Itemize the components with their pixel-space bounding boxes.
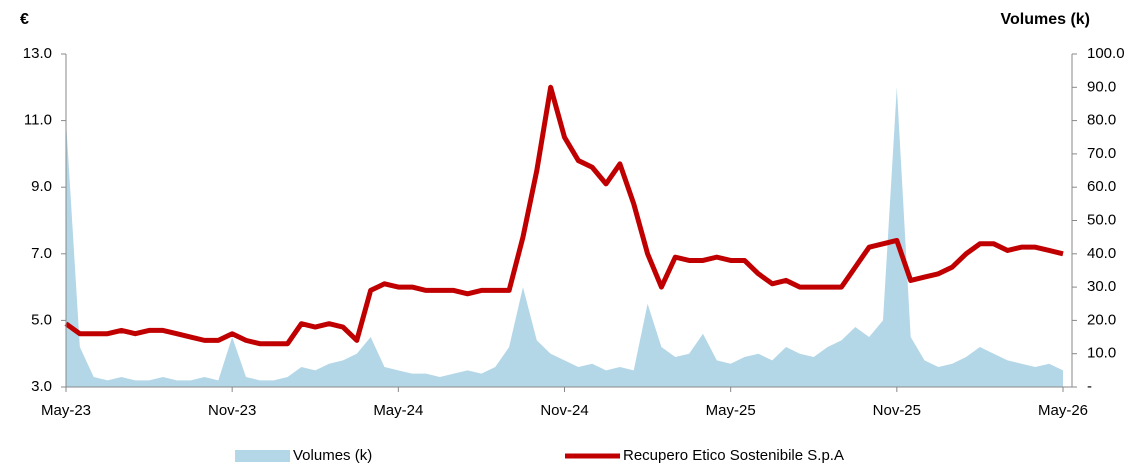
y-tick-label: 3.0 <box>31 378 52 395</box>
y-tick-label: 5.0 <box>31 311 52 328</box>
x-tick-label: Nov-25 <box>873 402 921 419</box>
y-tick-label: 11.0 <box>24 112 52 129</box>
y2-tick-label: 60.0 <box>1087 178 1116 195</box>
y2-tick-label: 30.0 <box>1087 278 1116 295</box>
x-tick-label: May-25 <box>706 402 756 419</box>
x-tick-label: May-26 <box>1038 402 1088 419</box>
x-tick-label: May-24 <box>373 402 423 419</box>
legend-swatch <box>235 450 290 462</box>
y2-tick-label: 80.0 <box>1087 112 1116 129</box>
y2-tick-label: 70.0 <box>1087 145 1116 162</box>
y2-tick-label: - <box>1087 378 1092 395</box>
y2-tick-label: 20.0 <box>1087 311 1116 328</box>
y-tick-label: 9.0 <box>31 178 52 195</box>
y2-tick-label: 90.0 <box>1087 78 1116 95</box>
y-axis-title: € <box>20 11 29 28</box>
y-tick-label: 13.0 <box>23 45 52 62</box>
legend-label: Volumes (k) <box>293 447 372 464</box>
price-line <box>64 84 1064 347</box>
y2-tick-label: 40.0 <box>1087 245 1116 262</box>
y2-tick-label: 10.0 <box>1087 345 1116 362</box>
legend-label: Recupero Etico Sostenibile S.p.A <box>623 447 844 464</box>
x-tick-label: Nov-24 <box>540 402 588 419</box>
y2-axis-title: Volumes (k) <box>1001 11 1091 28</box>
x-tick-label: Nov-23 <box>208 402 256 419</box>
y2-tick-label: 100.0 <box>1087 45 1125 62</box>
y2-tick-label: 50.0 <box>1087 211 1116 228</box>
y-tick-label: 7.0 <box>31 245 52 262</box>
x-tick-label: May-23 <box>41 402 91 419</box>
